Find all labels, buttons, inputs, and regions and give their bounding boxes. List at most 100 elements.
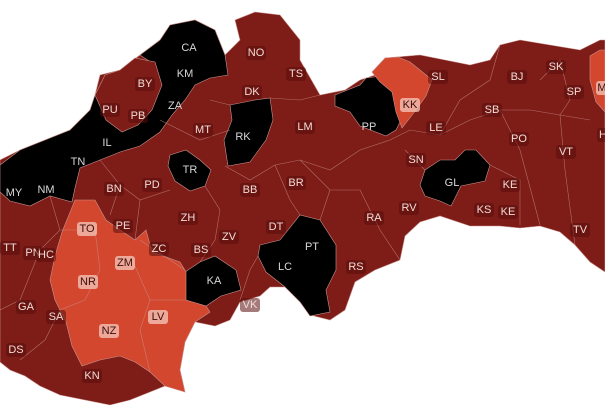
district-label-il: IL [102, 137, 111, 149]
district-label-ts: TS [286, 67, 306, 81]
district-label-ke: KE [498, 205, 518, 219]
district-code: BS [194, 244, 209, 256]
label-background [596, 81, 605, 95]
district-label-mt: MT [193, 123, 213, 137]
district-code: SP [567, 86, 582, 98]
region-gl[interactable] [419, 149, 491, 207]
district-code: LV [152, 311, 165, 323]
district-code: PD [144, 179, 159, 191]
district-label-po: PO [509, 132, 529, 146]
label-background [135, 77, 155, 91]
district-border [439, 44, 501, 136]
district-code: KM [177, 68, 194, 80]
label-background [346, 260, 366, 274]
district-border [209, 99, 231, 106]
district-border [159, 119, 231, 141]
label-background [115, 256, 135, 270]
label-background [149, 242, 169, 256]
district-label-bn: BN [104, 182, 124, 196]
district-code: BJ [511, 71, 524, 83]
district-code: TR [183, 164, 198, 176]
district-label-ks: KS [474, 203, 494, 217]
district-label-tv: TV [570, 223, 590, 237]
district-labels: CA KM ZA NO TS BY PU PB DK IL MT RK LM PP KK SL BJ SK SP M S… [0, 42, 605, 383]
district-code: KK [403, 99, 418, 111]
district-code: PB [131, 110, 146, 122]
district-code: GL [445, 177, 460, 189]
district-label-zc: ZC [149, 242, 169, 256]
district-code: ZM [117, 257, 133, 269]
district-code: KS [477, 204, 492, 216]
label-background [597, 128, 605, 142]
district-code: NO [248, 47, 265, 59]
district-label-ke: KE [500, 178, 520, 192]
district-border [489, 164, 521, 225]
district-code: ZV [222, 231, 237, 243]
district-code: DT [269, 221, 284, 233]
region-lc-pt[interactable] [257, 214, 337, 317]
district-code: LM [297, 121, 312, 133]
district-code: ZH [181, 212, 196, 224]
district-label-zm: ZM [115, 256, 135, 270]
district-code: TN [71, 156, 86, 168]
district-code: PE [116, 220, 131, 232]
district-label-br: BR [286, 176, 306, 190]
label-background [482, 103, 502, 117]
district-code: DS [8, 344, 23, 356]
district-label-za: ZA [168, 100, 183, 112]
district-code: KE [503, 179, 518, 191]
district-label-gl: GL [445, 177, 460, 189]
district-label-nr: NR [78, 275, 98, 289]
district-code: PP [362, 121, 377, 133]
district-code: M [597, 82, 605, 94]
district-code: KA [207, 275, 222, 287]
district-label-h: H [597, 128, 605, 142]
label-background [428, 70, 448, 84]
district-label-kn: KN [82, 369, 102, 383]
label-background [500, 178, 520, 192]
district-code: ZC [152, 243, 167, 255]
district-border [134, 199, 141, 241]
district-label-tt: TT [0, 241, 20, 255]
district-code: NZ [102, 325, 117, 337]
label-background [100, 103, 120, 117]
district-label-kk: KK [400, 98, 420, 112]
district-label-pb: PB [128, 109, 148, 123]
district-label-lv: LV [148, 310, 168, 324]
district-label-vt: VT [556, 145, 576, 159]
district-code: SA [49, 311, 64, 323]
district-label-zv: ZV [219, 230, 239, 244]
label-background [82, 369, 102, 383]
district-border [274, 164, 301, 216]
district-label-tn: TN [71, 156, 86, 168]
district-border [269, 94, 321, 101]
district-label-ka: KA [207, 275, 222, 287]
district-label-hc: HC [36, 248, 56, 262]
district-label-sl: SL [428, 70, 448, 84]
district-label-km: KM [177, 68, 194, 80]
district-label-dk: DK [242, 85, 262, 99]
district-label-le: LE [426, 121, 446, 135]
district-label-m: M [596, 81, 605, 95]
district-code: GA [18, 301, 35, 313]
district-code: TO [79, 223, 95, 235]
district-code: BB [243, 184, 258, 196]
district-code: BR [288, 177, 303, 189]
district-label-pe: PE [113, 219, 133, 233]
district-code: BN [106, 183, 121, 195]
district-label-dt: DT [266, 220, 286, 234]
label-background [507, 70, 527, 84]
district-code: RV [401, 202, 417, 214]
region-ml[interactable] [589, 49, 605, 113]
district-code: VK [243, 299, 258, 311]
district-code: IL [102, 137, 111, 149]
district-code: PU [102, 104, 117, 116]
label-background [240, 298, 260, 312]
region-rk[interactable] [223, 97, 274, 167]
district-label-ca: CA [181, 42, 197, 54]
label-background [219, 230, 239, 244]
region-kk[interactable] [371, 56, 433, 129]
label-background [509, 132, 529, 146]
district-border [129, 254, 151, 373]
label-background [295, 120, 315, 134]
